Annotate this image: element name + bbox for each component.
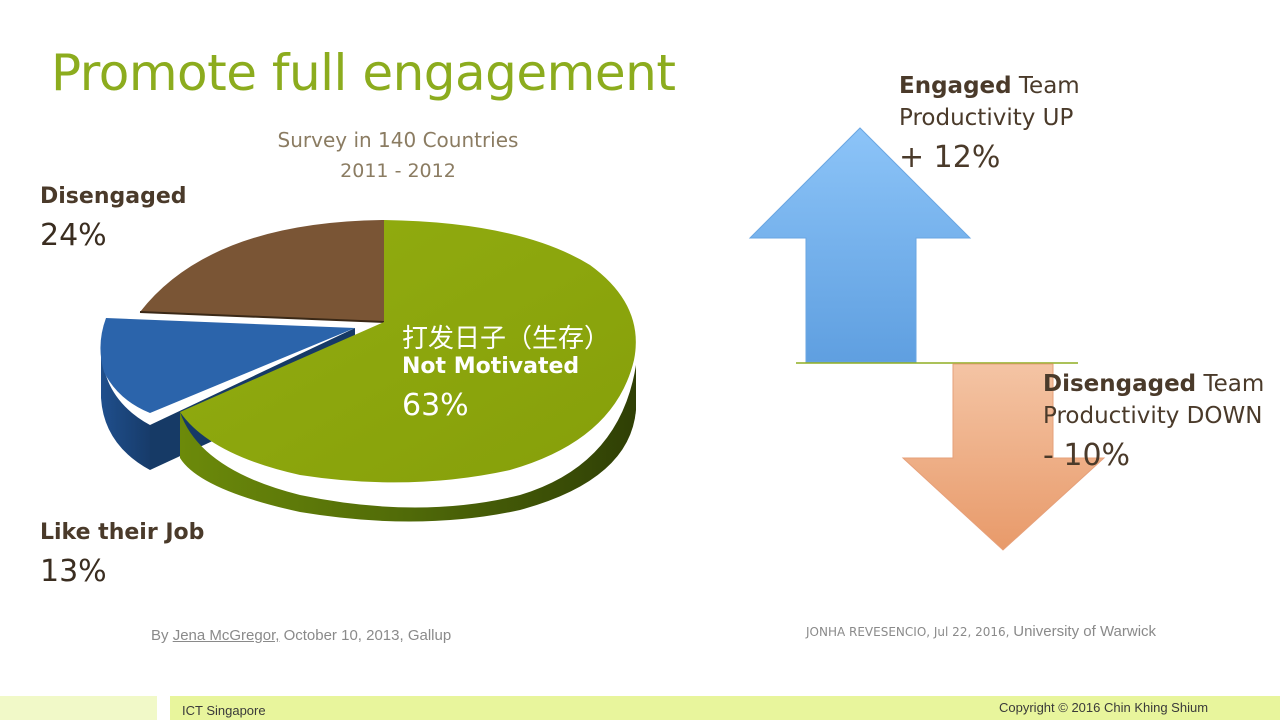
slide-title: Promote full engagement: [51, 44, 676, 102]
label-disengaged-name: Disengaged: [40, 184, 187, 209]
pie-slice-not-motivated-top: [180, 220, 636, 483]
label-disengaged-value: 24%: [40, 218, 107, 253]
productivity-down-value: - 10%: [1043, 438, 1131, 473]
pie-slice-like-their-job-top: [100, 318, 355, 413]
source-right: JONHA REVESENCIO, Jul 22, 2016, Universi…: [806, 623, 1157, 640]
engaged-team-label: Engaged Team: [899, 73, 1080, 99]
footer-org: ICT Singapore: [182, 703, 266, 718]
disengaged-team-label: Disengaged Team: [1043, 371, 1265, 397]
productivity-up-arrow: [748, 127, 972, 363]
productivity-up-label: Productivity UP: [899, 105, 1074, 131]
pie-slice-disengaged-top: [140, 220, 384, 322]
productivity-down-label: Productivity DOWN: [1043, 403, 1263, 429]
footer-bar-right: [170, 696, 1280, 720]
pie-slice-disengaged-edge: [139, 311, 385, 323]
chart-title: Survey in 140 Countries: [277, 128, 519, 152]
productivity-down-arrow: [901, 363, 1106, 551]
chart-subtitle: 2011 - 2012: [340, 160, 456, 182]
pie-slice-disengaged: [139, 220, 385, 323]
footer-copyright: Copyright © 2016 Chin Khing Shium: [999, 700, 1209, 715]
source-author-link[interactable]: Jena McGregor,: [172, 627, 280, 644]
pie-slice-like-their-job-side: [101, 350, 150, 470]
label-like-their-job-name: Like their Job: [40, 520, 205, 545]
label-not-motivated-cn: 打发日子（生存）: [402, 324, 611, 354]
pie-slice-not-motivated: [180, 220, 636, 522]
productivity-up-value: + 12%: [899, 140, 1001, 175]
label-not-motivated-name: Not Motivated: [402, 354, 580, 379]
label-like-their-job-value: 13%: [40, 554, 107, 589]
label-not-motivated-value: 63%: [402, 388, 469, 423]
footer-bar-left: [0, 696, 157, 720]
source-left: By Jena McGregor, October 10, 2013, Gall…: [151, 627, 452, 644]
